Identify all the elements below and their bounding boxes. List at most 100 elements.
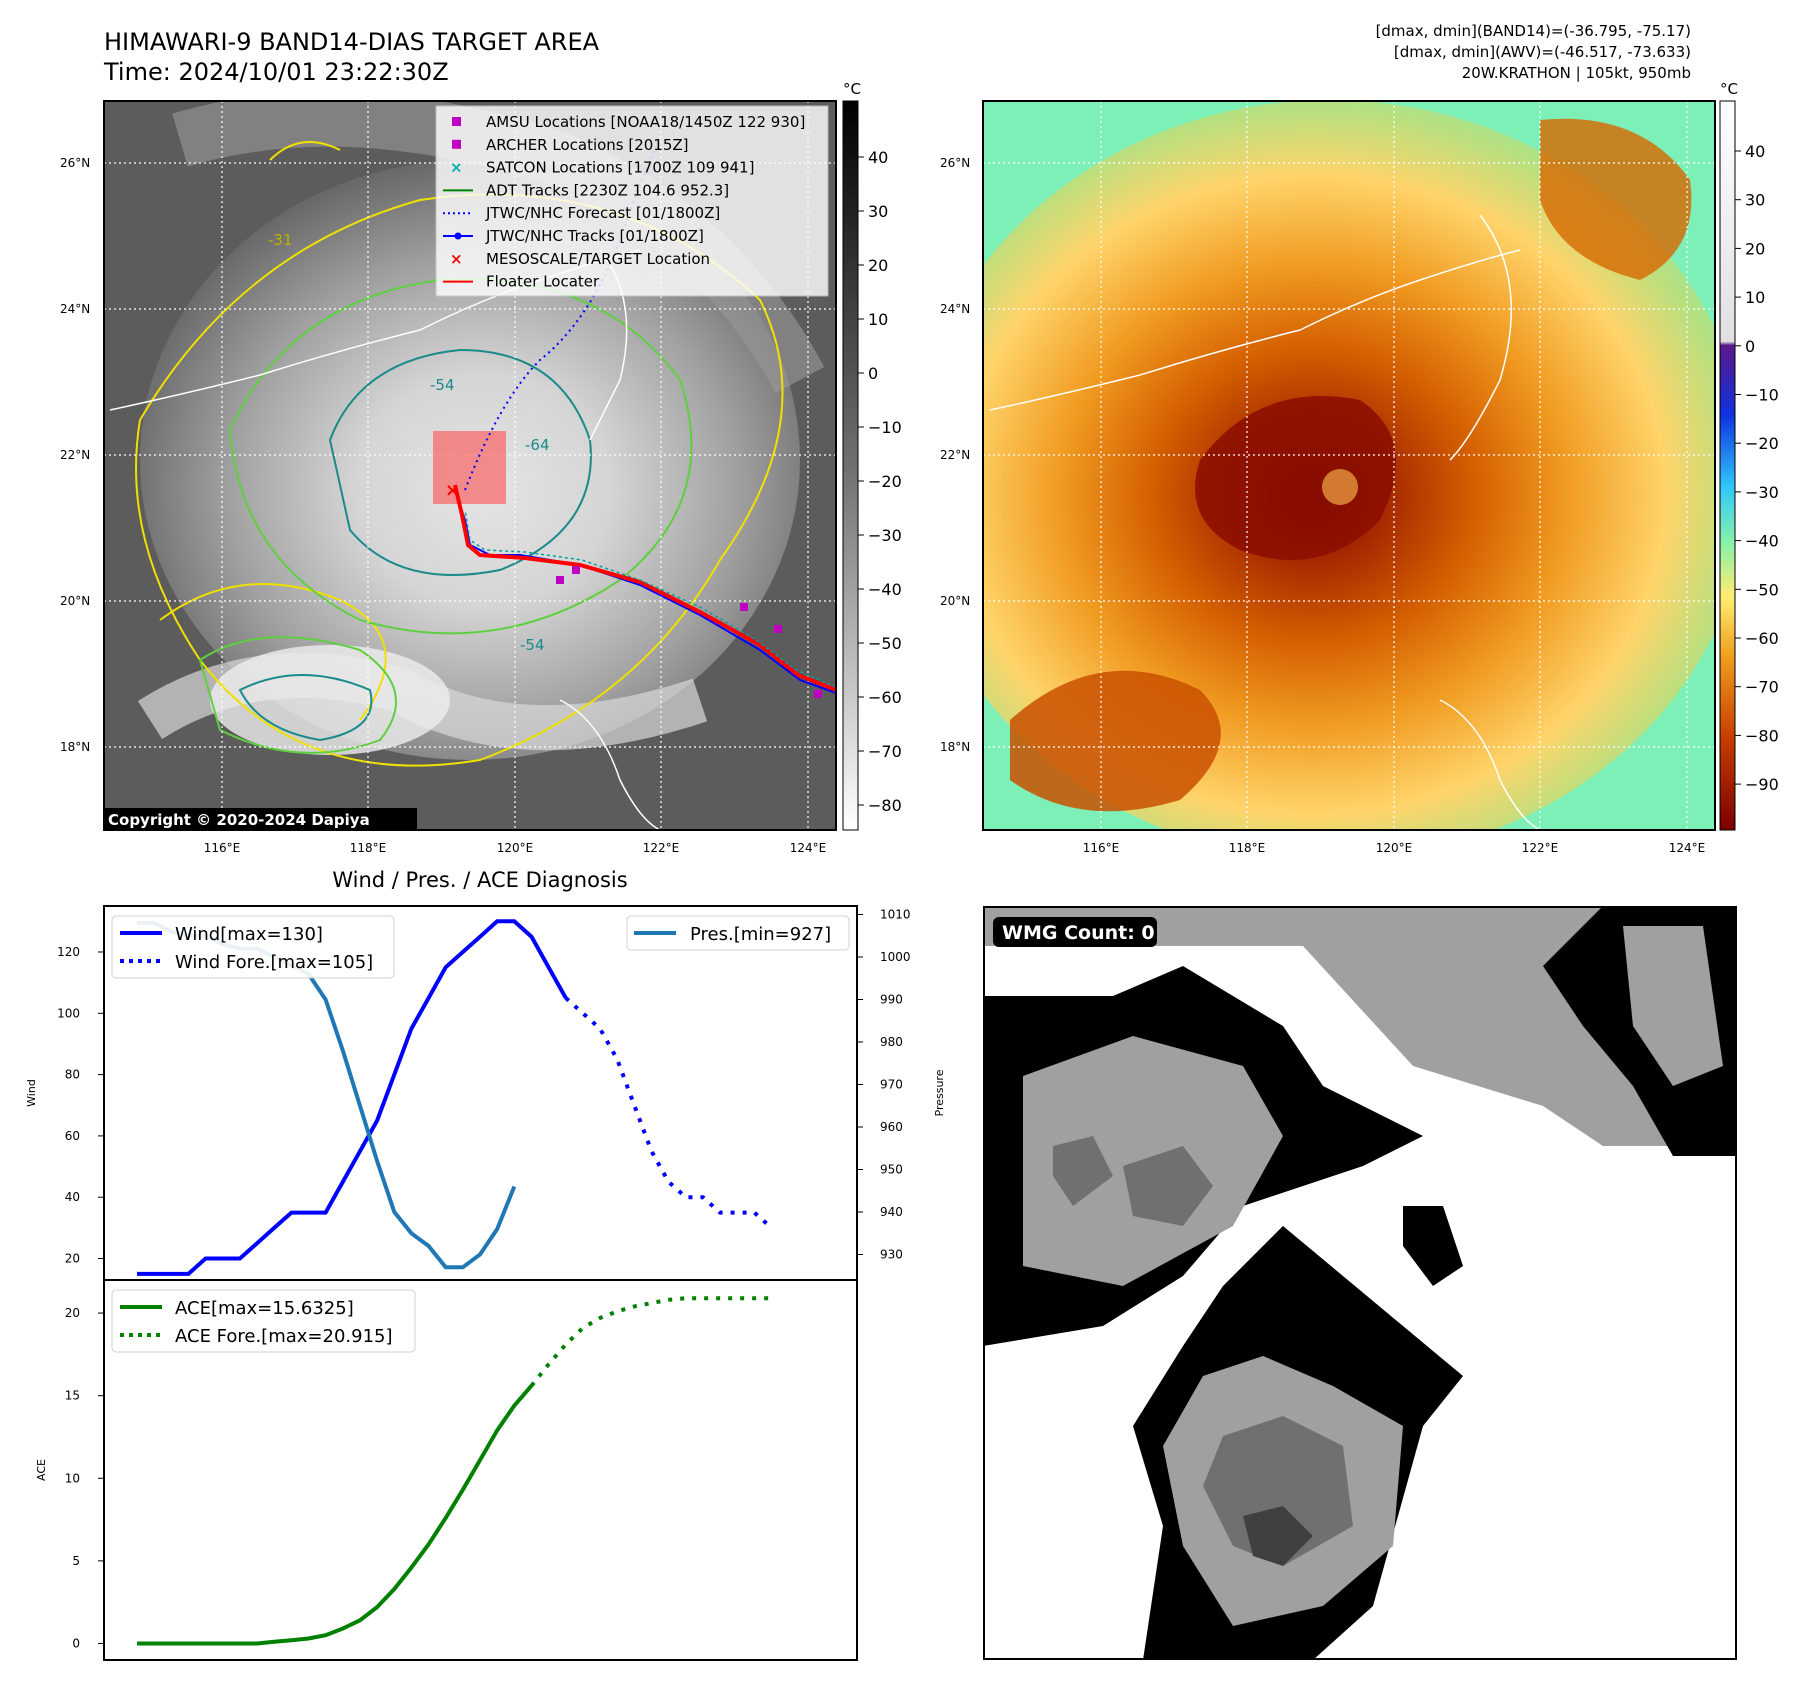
pressure-tick-label: 980 bbox=[880, 1035, 903, 1049]
lon-label: 122°E bbox=[643, 841, 680, 855]
lon-label: 120°E bbox=[1376, 841, 1413, 855]
awv-range: [dmax, dmin](AWV)=(-46.517, -73.633) bbox=[1393, 43, 1691, 61]
colorbar-tick-label: −30 bbox=[868, 526, 902, 545]
colorbar-tick-label: −40 bbox=[868, 580, 902, 599]
colorbar-tick-label: 20 bbox=[868, 256, 888, 275]
colorbar-color bbox=[1719, 100, 1736, 831]
lat-label: 20°N bbox=[60, 594, 90, 608]
colorbar-tick-label: 40 bbox=[1745, 142, 1765, 161]
awv-map-panel bbox=[982, 100, 1716, 831]
wmg-panel: WMG Count: 0 bbox=[983, 906, 1737, 1660]
wind-tick-label: 40 bbox=[65, 1190, 80, 1204]
lon-label: 116°E bbox=[204, 841, 241, 855]
legend-label: SATCON Locations [1700Z 109 941] bbox=[486, 159, 754, 177]
legend-marker-x: × bbox=[450, 159, 463, 177]
legend-marker-square bbox=[452, 117, 461, 126]
floater-box bbox=[433, 431, 506, 504]
legend-label: AMSU Locations [NOAA18/1450Z 122 930] bbox=[486, 113, 805, 131]
colorbar-tick-label: 10 bbox=[1745, 288, 1765, 307]
wind-forecast-line bbox=[564, 996, 773, 1230]
pressure-tick-label: 930 bbox=[880, 1248, 903, 1262]
colorbar-tick-label: −90 bbox=[1745, 775, 1779, 794]
ir-map-panel: -31 -54 -64 -54 × Copyright bbox=[60, 80, 1779, 855]
pressure-tick-label: 950 bbox=[880, 1163, 903, 1177]
legend-label: ARCHER Locations [2015Z] bbox=[486, 136, 689, 154]
pressure-tick-label: 970 bbox=[880, 1078, 903, 1092]
wind-tick-label: 120 bbox=[57, 945, 80, 959]
legend-ace-fore: ACE Fore.[max=20.915] bbox=[175, 1326, 393, 1347]
lat-label: 26°N bbox=[940, 156, 970, 170]
diagnosis-chart: Wind / Pres. / ACE Diagnosis Wind Pressu… bbox=[25, 868, 946, 1661]
map-legend bbox=[435, 105, 829, 297]
colorbar-tick-label: 0 bbox=[1745, 337, 1755, 356]
lat-label: 18°N bbox=[940, 740, 970, 754]
lon-label: 124°E bbox=[790, 841, 827, 855]
colorbar-gray bbox=[842, 100, 859, 831]
lat-label: 20°N bbox=[940, 594, 970, 608]
pressure-tick-label: 1010 bbox=[880, 908, 911, 922]
map-legend-rows: AMSU Locations [NOAA18/1450Z 122 930] ARC… bbox=[443, 113, 805, 291]
wind-line bbox=[137, 919, 568, 1276]
legend-wind: Wind[max=130] bbox=[175, 924, 323, 945]
colorbar-tick-label: −20 bbox=[868, 472, 902, 491]
contour-label: -64 bbox=[525, 436, 550, 454]
mesoscale-target-marker: × bbox=[445, 480, 460, 501]
ace-tick-label: 5 bbox=[72, 1554, 80, 1568]
colorbar-tick-label: 40 bbox=[868, 148, 888, 167]
figure-time: Time: 2024/10/01 23:22:30Z bbox=[104, 58, 449, 86]
ace-line bbox=[137, 1384, 534, 1646]
lat-label: 22°N bbox=[60, 448, 90, 462]
legend-label: MESOSCALE/TARGET Location bbox=[486, 250, 710, 268]
pressure-tick-label: 990 bbox=[880, 993, 903, 1007]
legend-marker-x: × bbox=[450, 250, 463, 268]
lon-label: 122°E bbox=[1522, 841, 1559, 855]
ace-tick-label: 15 bbox=[65, 1389, 80, 1403]
colorbar-tick-label: −70 bbox=[1745, 678, 1779, 697]
pressure-tick-label: 960 bbox=[880, 1120, 903, 1134]
legend-label: JTWC/NHC Forecast [01/1800Z] bbox=[485, 204, 720, 222]
legend-row: JTWC/NHC Forecast [01/1800Z] bbox=[443, 204, 720, 222]
archer-marker bbox=[556, 576, 564, 584]
amsu-marker bbox=[740, 603, 748, 611]
pressure-tick-label: 940 bbox=[880, 1205, 903, 1219]
colorbar-tick-label: −60 bbox=[868, 688, 902, 707]
legend-ace: ACE[max=15.6325] bbox=[175, 1298, 354, 1319]
colorbar-tick-label: −20 bbox=[1745, 434, 1779, 453]
colorbar-tick-label: −40 bbox=[1745, 532, 1779, 551]
colorbar-tick-label: −50 bbox=[1745, 580, 1779, 599]
ace-tick-label: 20 bbox=[65, 1306, 80, 1320]
legend-marker-square bbox=[452, 139, 461, 149]
colorbar-tick-label: −10 bbox=[868, 418, 902, 437]
legend-label: JTWC/NHC Tracks [01/1800Z] bbox=[485, 227, 704, 245]
colorbar-tick-label: −50 bbox=[868, 634, 902, 653]
colorbar-color-unit: °C bbox=[1720, 80, 1738, 98]
copyright: Copyright © 2020-2024 Dapiya bbox=[108, 811, 370, 829]
colorbar-tick-label: −60 bbox=[1745, 629, 1779, 648]
pressure-axis-label: Pressure bbox=[933, 1069, 946, 1116]
contour-label: -54 bbox=[520, 636, 545, 654]
colorbar-gray-unit: °C bbox=[843, 80, 861, 98]
colorbar-tick-label: −70 bbox=[868, 742, 902, 761]
storm-info: 20W.KRATHON | 105kt, 950mb bbox=[1461, 64, 1691, 82]
colorbar-tick-label: −10 bbox=[1745, 386, 1779, 405]
legend-row: AMSU Locations [NOAA18/1450Z 122 930] bbox=[452, 113, 805, 131]
amsu-marker bbox=[572, 566, 580, 574]
legend-label: ADT Tracks [2230Z 104.6 952.3] bbox=[486, 181, 729, 199]
legend-row: × SATCON Locations [1700Z 109 941] bbox=[450, 159, 754, 177]
colorbar-tick-label: 30 bbox=[868, 202, 888, 221]
legend-row: JTWC/NHC Tracks [01/1800Z] bbox=[443, 227, 704, 245]
wind-axis-label: Wind bbox=[25, 1079, 38, 1107]
figure-title: HIMAWARI-9 BAND14-DIAS TARGET AREA bbox=[104, 28, 600, 56]
legend-pressure: Pres.[min=927] bbox=[690, 924, 831, 945]
lat-label: 24°N bbox=[940, 302, 970, 316]
colorbar-tick-label: 30 bbox=[1745, 191, 1765, 210]
lon-label: 118°E bbox=[1229, 841, 1266, 855]
lat-label: 24°N bbox=[60, 302, 90, 316]
contour-label: -31 bbox=[268, 231, 293, 249]
colorbar-tick-label: 0 bbox=[868, 364, 878, 383]
lon-label: 124°E bbox=[1669, 841, 1706, 855]
legend-label: Floater Locater bbox=[486, 273, 600, 291]
colorbar-tick-label: −80 bbox=[868, 796, 902, 815]
legend-row: Floater Locater bbox=[443, 273, 600, 291]
ace-axis-label: ACE bbox=[35, 1459, 48, 1481]
